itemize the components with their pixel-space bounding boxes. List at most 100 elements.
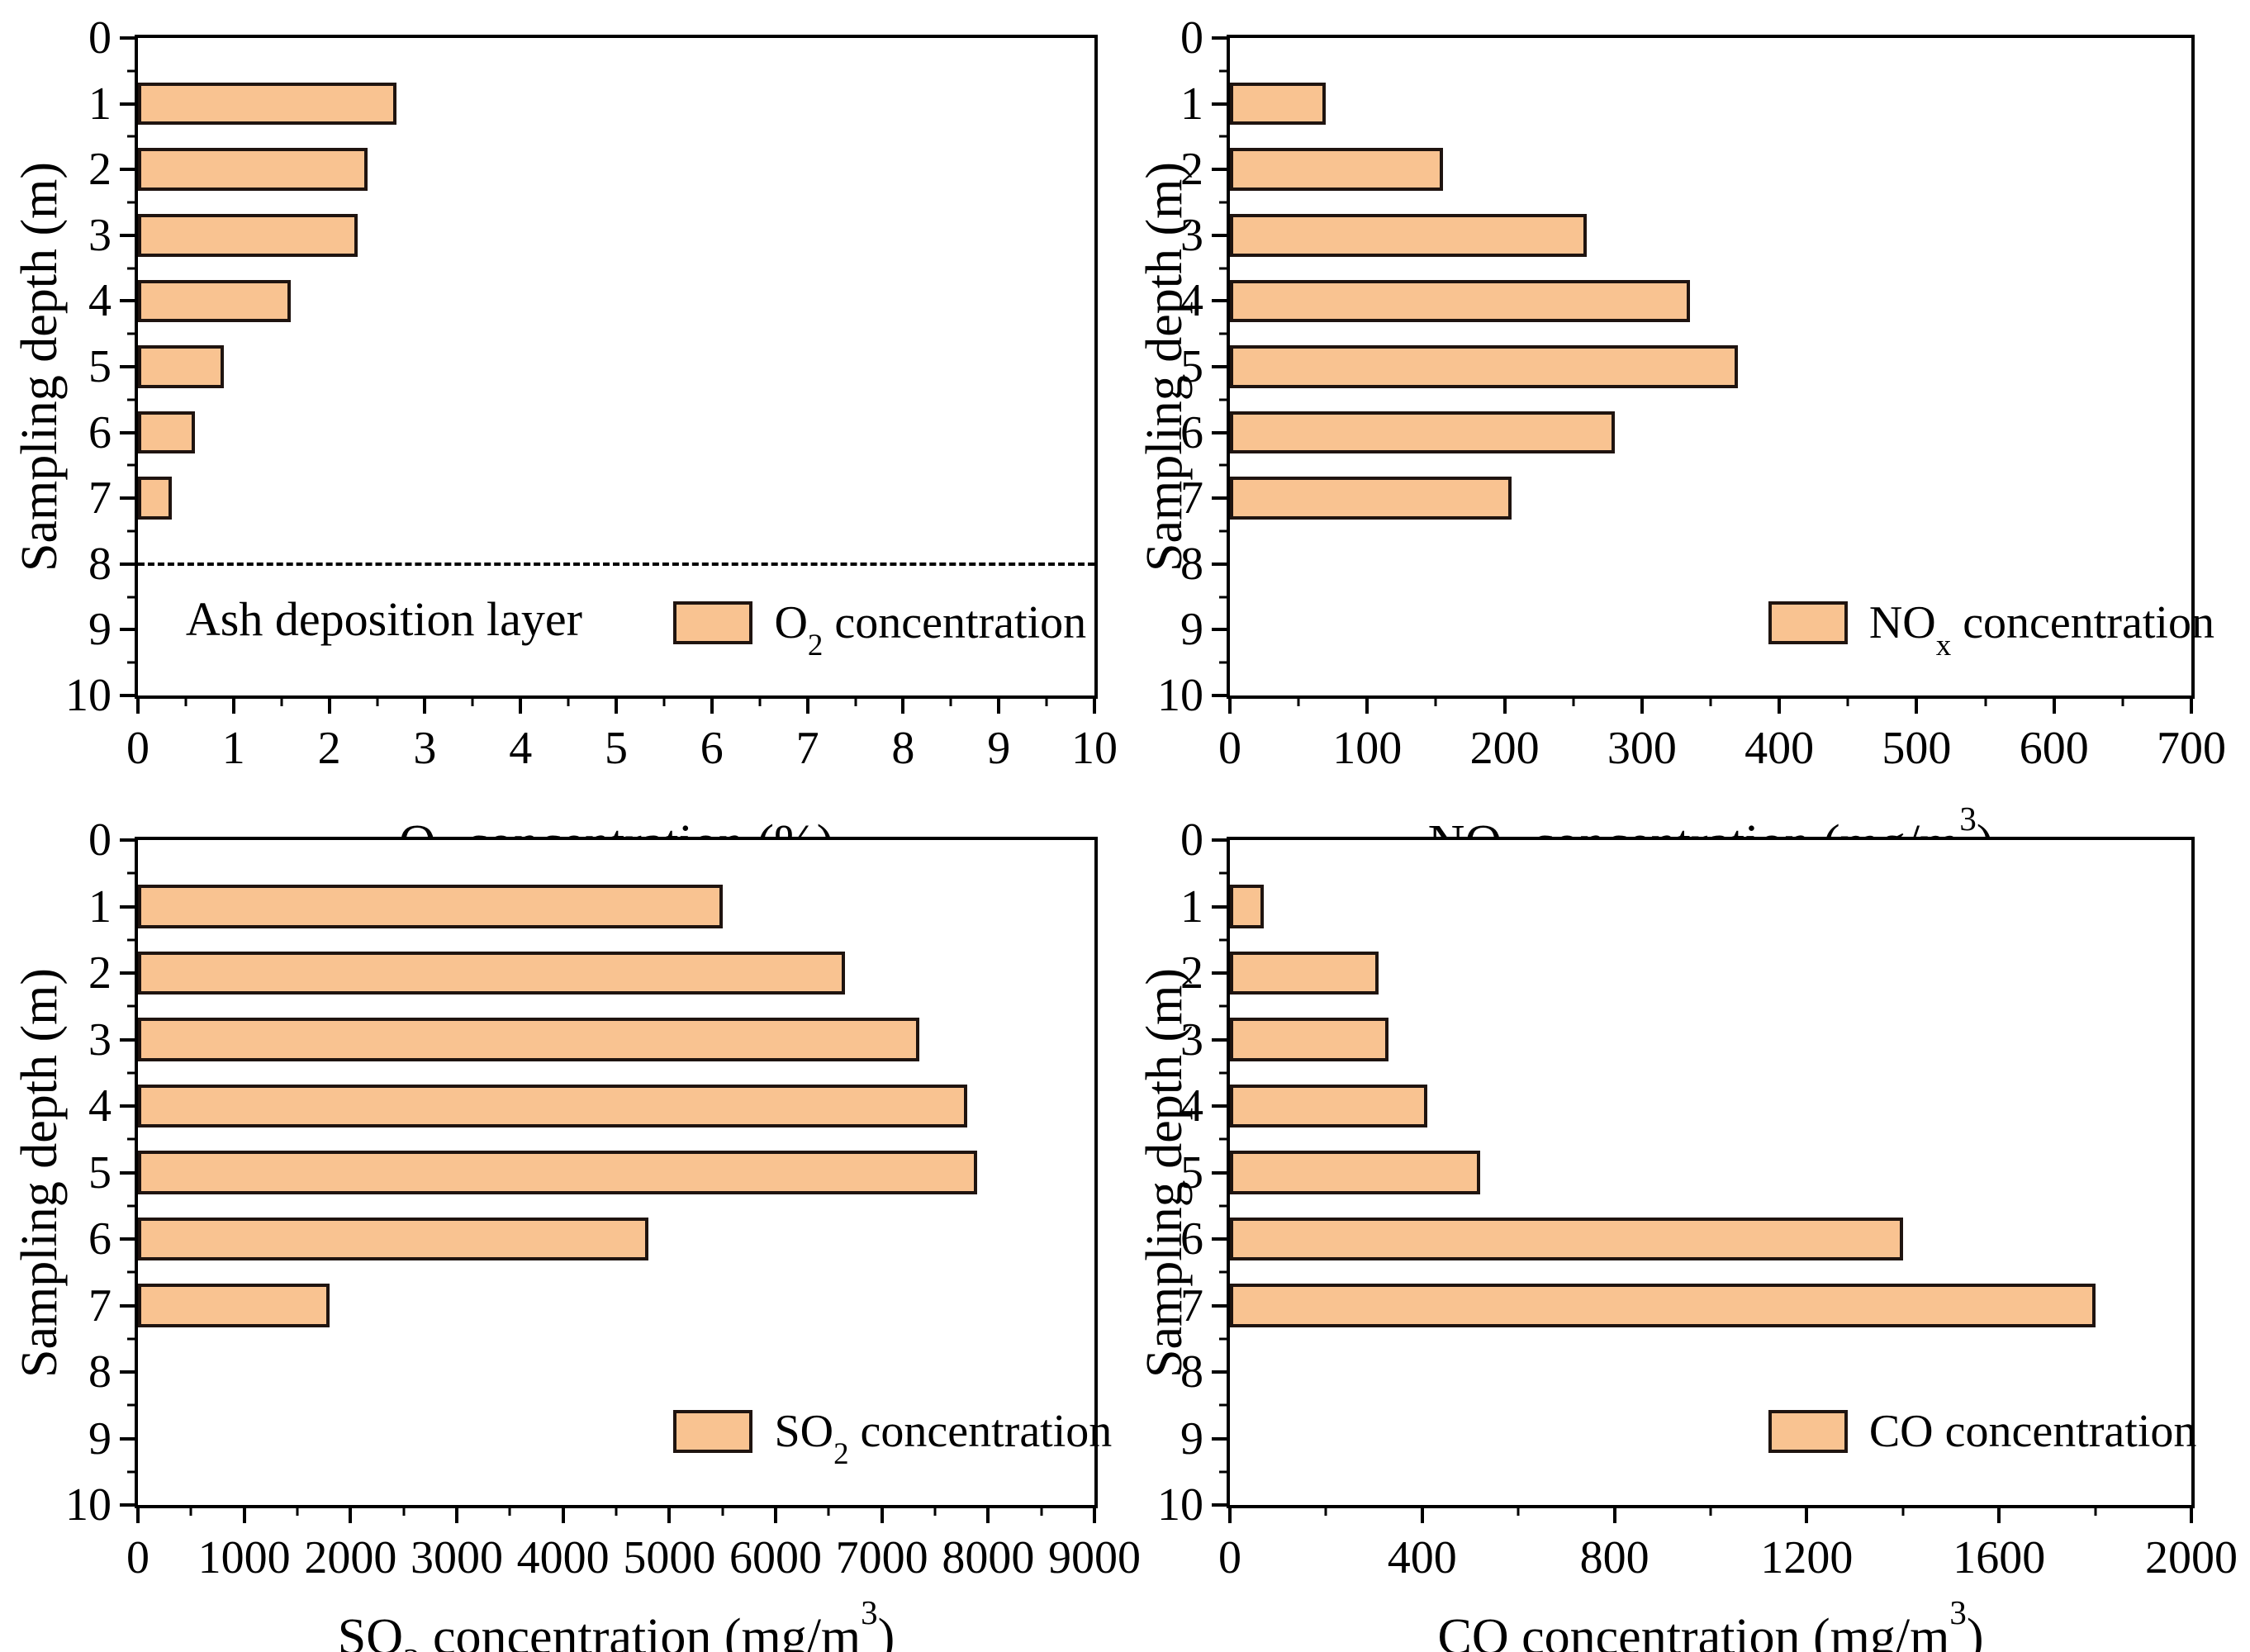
- y-minor-tick: [127, 1004, 138, 1008]
- ash-layer-dashed-line: [138, 562, 1094, 566]
- x-tick: [561, 1505, 565, 1523]
- y-tick-label: 0: [88, 814, 112, 866]
- y-tick-label: 8: [1180, 538, 1203, 590]
- x-minor-tick: [1324, 1505, 1327, 1516]
- y-minor-tick: [127, 1071, 138, 1075]
- y-tick: [120, 365, 138, 368]
- y-minor-tick: [1219, 661, 1230, 664]
- y-axis-title-text: Sampling depth (m): [12, 967, 69, 1378]
- y-minor-tick: [1219, 1337, 1230, 1341]
- bar-depth-6: [1230, 1217, 1903, 1261]
- x-minor-tick: [2094, 1505, 2097, 1516]
- y-minor-tick: [1219, 1004, 1230, 1008]
- y-tick: [1212, 365, 1230, 368]
- x-tick: [2190, 695, 2193, 714]
- y-tick-label: 2: [88, 947, 112, 999]
- x-minor-tick: [721, 1505, 724, 1516]
- y-minor-tick: [1219, 596, 1230, 599]
- co-plot-area: CO concentration 0 400 800 1200 1600 2000 0 1 2 3…: [1157, 817, 2238, 1581]
- x-minor-tick: [296, 1505, 299, 1516]
- x-tick-label: 3000: [411, 1532, 503, 1583]
- y-tick-label: 6: [1180, 1213, 1203, 1265]
- y-minor-tick: [1219, 267, 1230, 270]
- x-tick-label: 2000: [2145, 1532, 2238, 1583]
- y-minor-tick: [127, 201, 138, 204]
- y-minor-tick: [127, 1270, 138, 1274]
- bar-depth-7: [138, 477, 172, 520]
- x-tick: [710, 695, 714, 714]
- bar-depth-5: [138, 1151, 978, 1194]
- y-tick-label: 6: [88, 1213, 112, 1265]
- y-axis-title-text: Sampling depth (m): [12, 162, 69, 572]
- x-minor-tick: [662, 695, 666, 706]
- so2-plot-area: SO2 concentration 0 1000 2000 3000 4000 5000 6…: [65, 817, 1141, 1581]
- panel-o2: Sampling depth (m) O2 concentration 0 1 2 3…: [0, 0, 1125, 884]
- so2-legend: SO2 concentration: [673, 1408, 1112, 1469]
- y-tick: [1212, 496, 1230, 501]
- y-minor-tick: [127, 529, 138, 533]
- y-tick-label: 5: [1180, 1146, 1203, 1199]
- x-minor-tick: [1572, 695, 1575, 706]
- y-tick: [120, 1436, 138, 1441]
- y-minor-tick: [127, 69, 138, 73]
- nox-legend: NOx concentration: [1768, 600, 2214, 660]
- x-tick-label: 0: [126, 1532, 150, 1583]
- x-tick-label: 2: [317, 723, 341, 774]
- x-minor-tick: [1297, 695, 1300, 706]
- bar-depth-3: [138, 1018, 919, 1061]
- y-minor-tick: [127, 938, 138, 942]
- y-tick-label: 9: [88, 604, 112, 656]
- y-minor-tick: [1219, 871, 1230, 875]
- x-tick-label: 9000: [1048, 1532, 1141, 1583]
- y-tick: [120, 299, 138, 303]
- x-tick-label: 0: [126, 723, 150, 774]
- x-minor-tick: [2121, 695, 2124, 706]
- x-minor-tick: [508, 1505, 511, 1516]
- x-minor-tick: [376, 695, 378, 706]
- bar-depth-6: [1230, 411, 1615, 454]
- x-tick: [1093, 1505, 1096, 1523]
- y-minor-tick: [127, 1137, 138, 1141]
- x-tick-label: 5000: [623, 1532, 716, 1583]
- y-tick: [1212, 628, 1230, 632]
- x-tick: [1228, 695, 1232, 714]
- y-minor-tick: [1219, 135, 1230, 138]
- bar-depth-6: [138, 411, 196, 454]
- y-tick-label: 3: [88, 1014, 112, 1066]
- x-tick-label: 1: [221, 723, 245, 774]
- y-axis-title: Sampling depth (m): [5, 837, 74, 1508]
- x-tick-label: 5: [605, 723, 628, 774]
- y-minor-tick: [1219, 332, 1230, 335]
- y-tick: [120, 838, 138, 842]
- x-tick-label: 300: [1607, 723, 1677, 774]
- y-tick-label: 0: [88, 12, 112, 64]
- legend-swatch: [1768, 1410, 1848, 1454]
- y-minor-tick: [127, 135, 138, 138]
- legend-swatch: [1768, 601, 1848, 645]
- panel-nox: Sampling depth (m) NOx concentration 0 10…: [1125, 0, 2250, 884]
- bar-depth-1: [1230, 82, 1327, 126]
- x-tick: [327, 695, 331, 714]
- x-minor-tick: [615, 1505, 618, 1516]
- y-minor-tick: [1219, 69, 1230, 73]
- x-tick-label: 7: [795, 723, 819, 774]
- y-minor-tick: [1219, 529, 1230, 533]
- y-tick-label: 5: [88, 341, 112, 392]
- y-minor-tick: [127, 1470, 138, 1474]
- y-tick-label: 7: [1180, 1279, 1203, 1332]
- x-tick: [997, 695, 1001, 714]
- x-minor-tick: [184, 695, 188, 706]
- y-tick: [120, 1170, 138, 1175]
- x-tick: [349, 1505, 353, 1523]
- y-minor-tick: [1219, 1403, 1230, 1407]
- y-tick: [1212, 1104, 1230, 1108]
- y-minor-tick: [1219, 1204, 1230, 1208]
- y-minor-tick: [1219, 398, 1230, 401]
- bar-depth-2: [1230, 148, 1443, 192]
- y-tick: [1212, 694, 1230, 697]
- y-tick-label: 8: [88, 1346, 112, 1398]
- x-tick: [519, 695, 523, 714]
- x-minor-tick: [1517, 1505, 1520, 1516]
- bar-depth-5: [138, 345, 225, 388]
- y-tick: [1212, 971, 1230, 975]
